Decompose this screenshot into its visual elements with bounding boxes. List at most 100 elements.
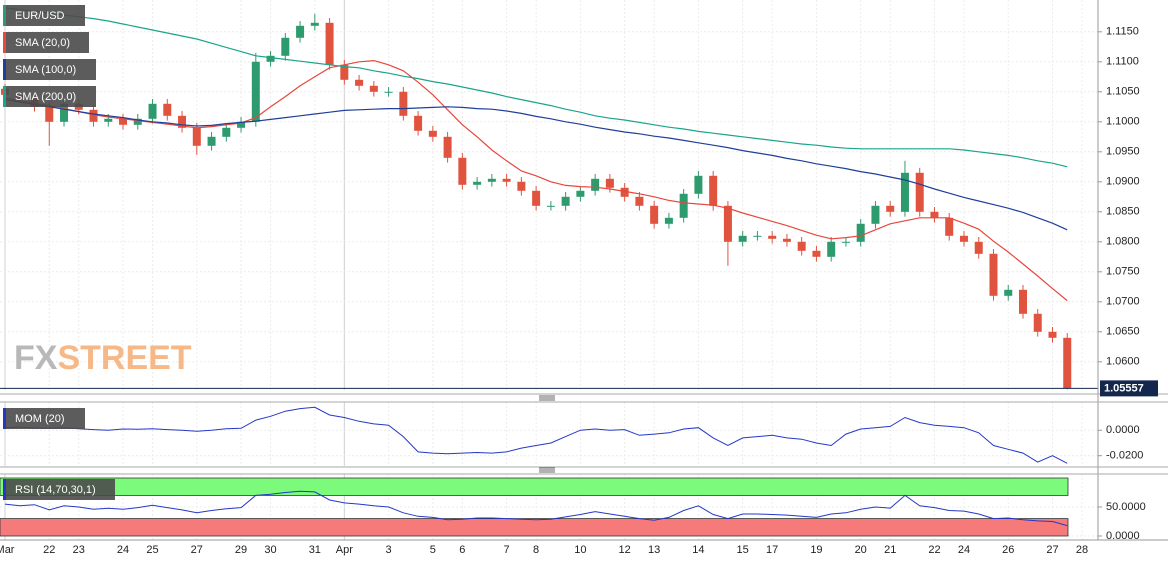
candle-body xyxy=(635,196,644,206)
legend-label: MOM (20) xyxy=(15,413,65,425)
candle-body xyxy=(428,130,437,137)
candle-body xyxy=(561,196,570,206)
candle-body xyxy=(119,118,128,125)
x-tick-label: 29 xyxy=(235,544,247,556)
y-tick-label: 1.0650 xyxy=(1106,326,1140,338)
candle-body xyxy=(576,190,585,197)
x-tick-label: 28 xyxy=(1076,544,1088,556)
x-tick-label: 22 xyxy=(43,544,55,556)
indicator-line xyxy=(4,490,1068,527)
candle-body xyxy=(340,64,349,80)
y-tick-label: 1.0950 xyxy=(1106,146,1140,158)
candle-body xyxy=(709,175,718,206)
candle-body xyxy=(399,91,408,116)
candle-body xyxy=(1018,289,1027,314)
x-tick-label: 27 xyxy=(1046,544,1058,556)
legend-box[interactable] xyxy=(3,59,96,80)
candle-body xyxy=(753,235,762,237)
candle-body xyxy=(237,121,246,128)
resize-handle[interactable] xyxy=(539,395,555,401)
grid-layer xyxy=(0,0,1098,540)
y-tick-label: 1.1000 xyxy=(1106,116,1140,128)
y-tick-label: 50.0000 xyxy=(1106,501,1146,513)
y-tick-label: 1.1050 xyxy=(1106,86,1140,98)
y-tick-label: 1.1150 xyxy=(1106,26,1139,38)
legend-label: SMA (20,0) xyxy=(15,37,70,49)
x-tick-label: 24 xyxy=(117,544,129,556)
candle-body xyxy=(266,55,275,62)
y-tick-label: 0.0000 xyxy=(1106,530,1140,542)
x-tick-label: 7 xyxy=(504,544,510,556)
x-tick-label: 14 xyxy=(692,544,704,556)
candle-body xyxy=(414,115,423,131)
candle-body xyxy=(620,187,629,197)
x-tick-label: 26 xyxy=(1002,544,1014,556)
legend-box[interactable] xyxy=(3,479,115,500)
candle-body xyxy=(458,157,467,185)
legend-box[interactable] xyxy=(3,5,85,26)
x-tick-label: Apr xyxy=(336,544,353,556)
legend-swatch xyxy=(3,59,6,80)
x-tick-label: 21 xyxy=(884,544,896,556)
candle-body xyxy=(605,178,614,188)
candle-body xyxy=(517,181,526,191)
legend-swatch xyxy=(3,5,6,26)
x-tick-label: 27 xyxy=(191,544,203,556)
last-price-label: 1.05557 xyxy=(1104,382,1144,394)
candle-body xyxy=(163,103,172,116)
candle-body xyxy=(281,37,290,56)
candle-body xyxy=(443,136,452,158)
x-tick-label: 13 xyxy=(648,544,660,556)
candle-body xyxy=(797,241,806,251)
candle-body xyxy=(1048,331,1057,338)
candle-body xyxy=(959,235,968,242)
candle-body xyxy=(679,193,688,218)
legend-swatch xyxy=(3,408,6,429)
resize-handle[interactable] xyxy=(539,467,555,473)
x-tick-label: 20 xyxy=(855,544,867,556)
x-tick-label: 12 xyxy=(619,544,631,556)
y-tick-label: 1.0800 xyxy=(1106,236,1140,248)
candle-body xyxy=(104,118,113,122)
legend-box[interactable] xyxy=(3,408,85,429)
y-tick-label: 1.0700 xyxy=(1106,296,1140,308)
y-tick-label: 1.0750 xyxy=(1106,266,1140,278)
candle-body xyxy=(945,217,954,236)
candle-body xyxy=(915,172,924,212)
candle-body xyxy=(989,253,998,296)
x-tick-label: 17 xyxy=(766,544,778,556)
candle-body xyxy=(841,241,850,243)
x-tick-label: 5 xyxy=(430,544,436,556)
candle-body xyxy=(45,106,54,122)
candle-body xyxy=(473,181,482,185)
candle-body xyxy=(384,91,393,93)
candle-body xyxy=(487,178,496,182)
candle-body xyxy=(369,85,378,92)
candle-body xyxy=(856,223,865,242)
x-tick-label: 23 xyxy=(73,544,85,556)
y-tick-label: 1.0600 xyxy=(1106,356,1140,368)
sma-line xyxy=(4,59,1068,302)
x-tick-label: 15 xyxy=(737,544,749,556)
candle-body xyxy=(355,79,364,86)
y-tick-label: 1.0900 xyxy=(1106,176,1140,188)
candle-body xyxy=(310,22,319,26)
candle-body xyxy=(148,103,157,119)
legend-swatch xyxy=(3,479,6,500)
candle-body xyxy=(1004,289,1013,296)
candle-body xyxy=(178,115,187,128)
candle-body xyxy=(650,205,659,224)
candle-body xyxy=(89,109,98,122)
candle-body xyxy=(900,172,909,212)
legend-swatch xyxy=(3,86,6,107)
candle-body xyxy=(296,25,305,38)
legend-label: RSI (14,70,30,1) xyxy=(15,484,96,496)
y-tick-label: 1.0850 xyxy=(1106,206,1140,218)
legend-box[interactable] xyxy=(3,32,89,53)
candle-body xyxy=(694,175,703,194)
candle-body xyxy=(502,178,511,182)
rsi-band xyxy=(0,477,1069,496)
legend-box[interactable] xyxy=(3,86,96,107)
watermark-fx: FX xyxy=(14,339,58,377)
